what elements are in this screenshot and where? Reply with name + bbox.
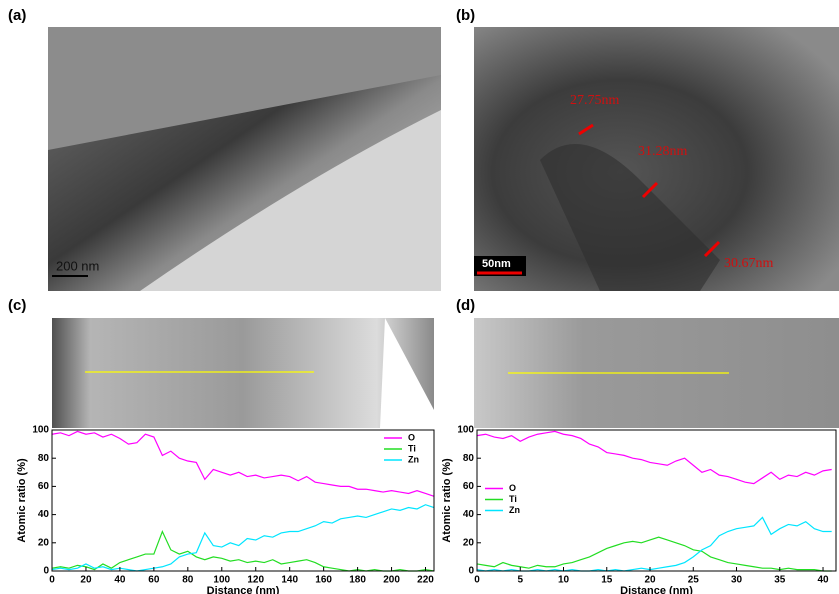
x-tick-label: 140 [281,575,298,586]
x-tick-label: 0 [49,575,55,586]
x-tick-label: 5 [517,575,523,586]
legend-label: O [408,432,415,442]
x-tick-label: 10 [558,575,570,586]
y-axis-title: Atomic ratio (%) [16,458,28,543]
x-tick-label: 200 [383,575,400,586]
x-tick-label: 40 [114,575,126,586]
plot-frame [52,430,434,571]
figure: (a) 200 nm (b) 50nm 27.75nm 31.28nm 30.6… [0,0,839,594]
y-tick-label: 80 [463,453,475,464]
y-tick-label: 100 [457,425,474,436]
x-tick-label: 160 [315,575,332,586]
x-tick-label: 60 [148,575,160,586]
panel-label: (b) [456,7,475,24]
y-tick-label: 60 [463,481,475,492]
x-tick-label: 30 [731,575,743,586]
x-tick-label: 20 [80,575,92,586]
y-tick-label: 40 [38,509,50,520]
legend-label: Zn [509,505,520,515]
series-line [477,431,832,483]
legend-label: Ti [408,443,416,453]
y-tick-label: 100 [32,425,49,436]
x-tick-label: 180 [349,575,366,586]
x-axis-title: Distance (nm) [620,585,693,594]
annotation: 31.28nm [638,144,688,159]
x-tick-label: 80 [182,575,194,586]
x-tick-label: 0 [474,575,480,586]
legend-label: Ti [509,494,517,504]
series-line [52,431,434,496]
y-tick-label: 20 [38,537,50,548]
plot-frame [477,430,836,571]
x-tick-label: 220 [417,575,434,586]
x-tick-label: 40 [817,575,829,586]
x-axis-title: Distance (nm) [207,585,280,594]
annotation: 27.75nm [570,93,620,108]
series-line [477,537,832,571]
series-line [52,532,434,571]
panel-label: (c) [8,297,26,314]
y-tick-label: 60 [38,481,50,492]
panel-label: (d) [456,297,475,314]
y-axis-title: Atomic ratio (%) [441,458,453,543]
scale-bar-label: 50nm [482,258,511,270]
x-tick-label: 35 [774,575,786,586]
y-tick-label: 20 [463,537,475,548]
annotation: 30.67nm [724,256,774,271]
y-tick-label: 40 [463,509,475,520]
legend-label: O [509,483,516,493]
legend-label: Zn [408,454,419,464]
micrograph [52,318,434,428]
y-tick-label: 80 [38,453,50,464]
panel-label: (a) [8,7,26,24]
series-line [477,517,832,571]
scale-bar-label: 200 nm [56,258,99,273]
x-tick-label: 15 [601,575,613,586]
